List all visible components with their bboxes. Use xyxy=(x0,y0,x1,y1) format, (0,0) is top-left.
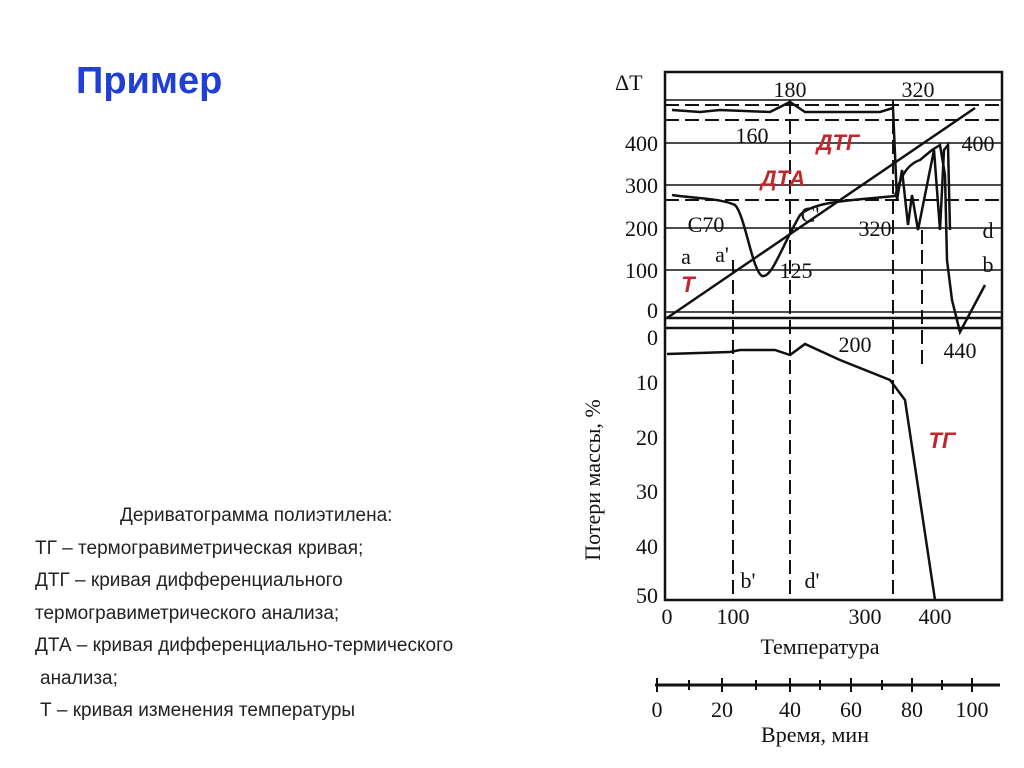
annotation: 200 xyxy=(839,332,872,357)
tick-label: 0 xyxy=(662,604,673,629)
annotation: ДТА xyxy=(759,166,805,191)
tick-label: 0 xyxy=(647,298,658,323)
caption-line: термогравиметрического анализа; xyxy=(35,602,340,624)
tick-label: 300 xyxy=(849,604,882,629)
tick-label: 50 xyxy=(636,583,658,608)
tick-label: 60 xyxy=(840,697,862,722)
annotation: d' xyxy=(805,568,820,593)
dtg-curve xyxy=(671,100,952,231)
annotation: 440 xyxy=(944,338,977,363)
tick-label: 100 xyxy=(956,697,989,722)
tick-label: 400 xyxy=(625,131,658,156)
annotation: Т xyxy=(681,272,696,297)
annotation: b' xyxy=(741,568,756,593)
caption-line: ДТГ – кривая дифференциального xyxy=(35,570,343,591)
tick-label: 40 xyxy=(636,534,658,559)
annotation: ДТГ xyxy=(815,130,861,155)
tick-label: 0 xyxy=(652,697,663,722)
annotation: 160 xyxy=(736,123,769,148)
annotation: a xyxy=(681,244,691,269)
tick-label: 80 xyxy=(901,697,923,722)
annotation: 400 xyxy=(962,131,995,156)
annotation: 320 xyxy=(859,216,892,241)
annotation: a' xyxy=(715,242,729,267)
annotation: С' xyxy=(801,202,820,227)
slide-title: Пример xyxy=(76,60,223,102)
dta-curve xyxy=(671,142,987,336)
axis-label: Температура xyxy=(760,634,879,659)
annotation: С70 xyxy=(688,212,725,237)
tick-label: 200 xyxy=(625,216,658,241)
tick-label: 100 xyxy=(625,258,658,283)
time-axis-ticks xyxy=(656,678,973,692)
tick-label: 10 xyxy=(636,370,658,395)
annotation: b xyxy=(983,252,994,277)
frame xyxy=(663,70,1004,602)
tick-label: 400 xyxy=(919,604,952,629)
t-curve xyxy=(666,106,976,320)
caption-line: анализа; xyxy=(40,667,118,689)
axis-label: ΔT xyxy=(615,70,643,95)
caption-line: ТГ – термогравиметрическая кривая; xyxy=(35,537,364,559)
tick-label: 20 xyxy=(711,697,733,722)
caption-line: Т – кривая изменения температуры xyxy=(40,700,356,721)
tick-label: 30 xyxy=(636,479,658,504)
tick-label: 100 xyxy=(717,604,750,629)
tick-label: 20 xyxy=(636,425,658,450)
axis-label: Время, мин xyxy=(761,722,869,747)
tick-label: 40 xyxy=(779,697,801,722)
annotation: 125 xyxy=(780,258,813,283)
annotation: 180 xyxy=(774,77,807,102)
caption-line: Дериватограмма полиэтилена: xyxy=(120,505,393,526)
annotation: ТГ xyxy=(929,428,957,453)
axis-label: Потери массы, % xyxy=(580,399,605,560)
caption-line: ДТА – кривая дифференциально-термическог… xyxy=(35,635,454,656)
caption: Дериватограмма полиэтилена: ТГ – термогр… xyxy=(35,500,595,728)
tg-curve xyxy=(666,342,937,601)
annotation: 320 xyxy=(902,77,935,102)
tick-label: 0 xyxy=(647,325,658,350)
tick-label: 300 xyxy=(625,173,658,198)
annotation: d xyxy=(983,218,994,243)
